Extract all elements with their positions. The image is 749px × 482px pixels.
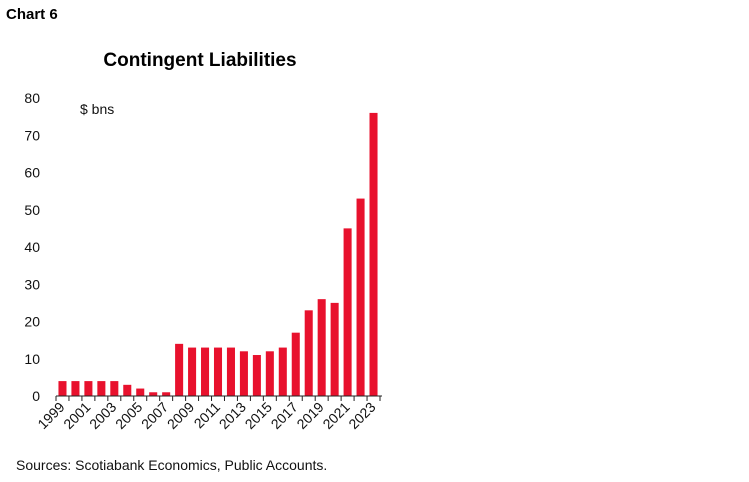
bar-2021 [343,228,352,397]
bar-2003 [110,381,119,396]
bar-2001 [84,381,93,396]
bar-2022 [356,198,365,396]
x-tick-label: 2001 [60,399,93,432]
x-tick-label: 2011 [191,399,224,432]
bar-2000 [71,381,80,396]
bars-group [58,112,378,397]
x-tick-label: 2005 [112,399,145,432]
y-tick-label: 20 [24,314,40,330]
chart-title: Contingent Liabilities [103,50,297,71]
bar-2006 [149,392,158,396]
bar-2012 [226,347,235,396]
bar-2017 [291,332,300,396]
y-tick-label: 10 [24,351,40,367]
bar-2007 [162,392,171,396]
x-tick-label: 2023 [345,399,378,432]
bar-2002 [97,381,106,396]
bar-2016 [278,347,287,396]
y-tick-label: 0 [32,388,40,404]
unit-label: $ bns [80,101,115,117]
bar-2018 [304,310,313,396]
x-tick-label: 2013 [216,399,249,432]
bar-2011 [213,347,223,396]
bar-2015 [265,351,274,396]
bar-2019 [317,299,326,396]
x-tick-label: 2007 [138,399,171,432]
x-tick-label: 2015 [242,399,275,432]
x-axis: 1999200120032005200720092011201320152017… [34,395,382,432]
x-tick-label: 2021 [319,399,352,432]
bar-2010 [201,347,210,396]
chart-number-label: Chart 6 [6,6,58,23]
x-tick-label: 2009 [164,399,197,432]
bar-2004 [123,384,132,396]
y-axis: 0 10 20 30 40 50 60 70 80 [24,90,40,404]
y-tick-label: 80 [24,90,40,106]
bar-2020 [330,302,339,397]
bar-2008 [175,343,184,396]
bar-1999 [58,381,67,396]
y-tick-label: 50 [24,202,40,218]
bar-2013 [239,351,248,396]
y-tick-label: 40 [24,239,40,255]
x-tick-label: 2019 [293,399,326,432]
bar-2014 [252,355,261,396]
bar-2023 [369,112,378,397]
x-tick-label: 2003 [86,399,119,432]
bar-2005 [136,388,145,396]
y-tick-label: 30 [24,276,40,292]
x-tick-label: 2017 [268,399,301,432]
source-note: Sources: Scotiabank Economics, Public Ac… [16,457,328,473]
bar-2009 [188,347,197,396]
y-tick-label: 60 [24,165,40,181]
y-tick-label: 70 [24,127,40,143]
